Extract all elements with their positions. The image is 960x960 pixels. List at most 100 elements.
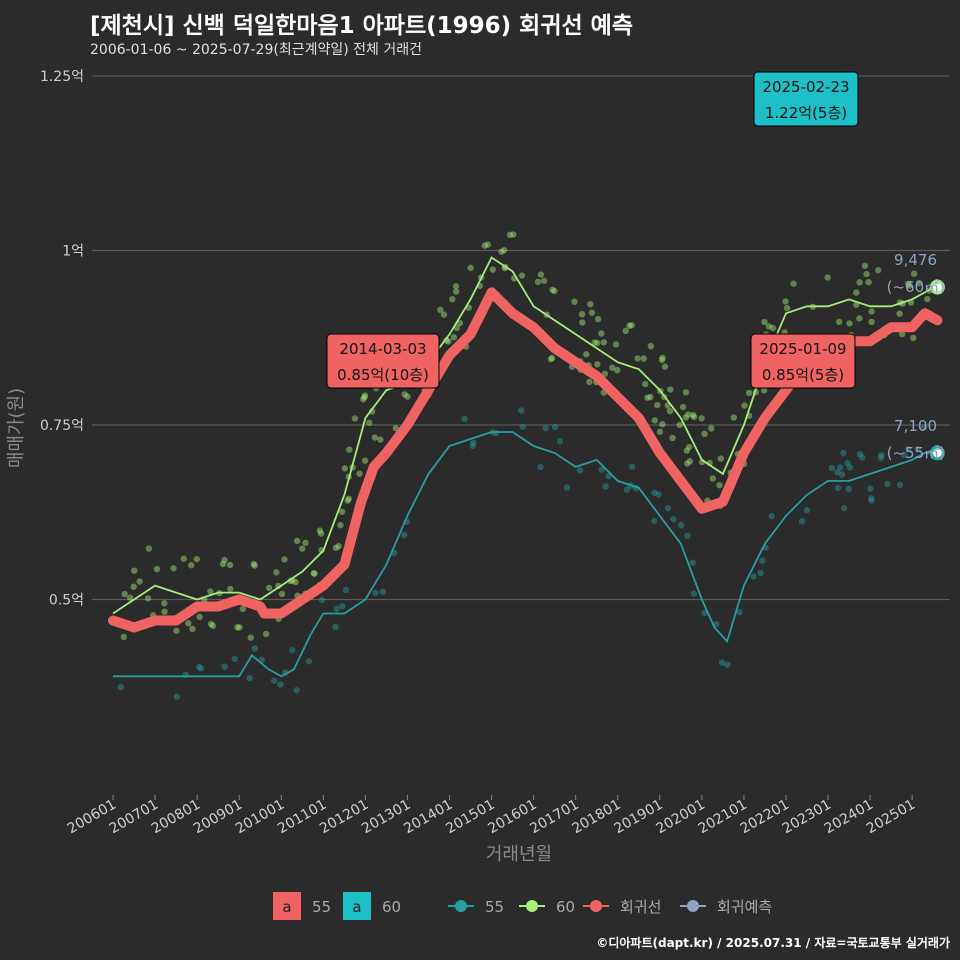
scatter-point-55 <box>173 693 181 700</box>
scatter-point-60 <box>540 277 548 285</box>
scatter-point-55 <box>117 683 124 691</box>
scatter-point-55 <box>759 557 766 564</box>
scatter-point-55 <box>878 452 885 459</box>
scatter-point-60 <box>219 560 227 568</box>
scatter-point-55 <box>231 655 238 663</box>
scatter-point-55 <box>828 464 836 472</box>
scatter-point-60 <box>656 428 664 435</box>
scatter-point-60 <box>669 434 676 442</box>
legend: a 55 a 60 55 60 회귀선 회귀예측 <box>273 892 772 920</box>
scatter-point-60 <box>896 310 903 317</box>
scatter-point-60 <box>868 318 875 326</box>
scatter-point-60 <box>226 561 234 569</box>
scatter-point-55 <box>576 466 584 474</box>
scatter-point-60 <box>185 620 192 627</box>
scatter-point-60 <box>193 555 201 563</box>
scatter-point-60 <box>661 363 669 370</box>
scatter-point-60 <box>361 393 368 401</box>
scatter-point-60 <box>765 323 773 330</box>
legend-label: 55 <box>485 898 504 916</box>
scatter-point-60 <box>861 262 869 270</box>
end-value-label: 7,100 <box>894 417 937 435</box>
end-labels: 9,476 (~60㎡) 7,100 (~55㎡) <box>887 251 945 462</box>
scatter-point-60 <box>730 414 737 421</box>
scatter-point-60 <box>153 565 161 573</box>
scatter-point-60 <box>682 414 690 421</box>
scatter-point-55 <box>837 464 844 471</box>
legend-key-dot <box>590 900 602 912</box>
scatter-point-60 <box>716 481 723 489</box>
scatter-point-60 <box>145 545 153 552</box>
scatter-point-55 <box>724 661 731 668</box>
scatter-point-60 <box>548 354 556 362</box>
scatter-point-55 <box>868 497 875 504</box>
scatter-point-60 <box>701 430 708 438</box>
scatter-point-60 <box>239 605 247 613</box>
scatter-point-60 <box>335 543 342 550</box>
scatter-point-60 <box>683 447 691 454</box>
scatter-point-60 <box>450 334 458 341</box>
scatter-point-55 <box>305 658 313 665</box>
scatter-point-60 <box>782 298 789 305</box>
scatter-point-60 <box>136 578 143 585</box>
scatter-point-60 <box>588 309 596 316</box>
scatter-point-55 <box>803 506 811 514</box>
scatter-point-60 <box>598 330 605 337</box>
scatter-point-60 <box>537 271 545 278</box>
scatter-point-60 <box>262 630 270 638</box>
scatter-point-55 <box>246 674 253 682</box>
y-tick-label: 0.5억 <box>49 593 84 609</box>
scatter-point-60 <box>247 634 254 641</box>
scatter-point-60 <box>846 320 853 327</box>
scatter-point-55 <box>461 415 468 423</box>
scatter-point-60 <box>144 595 152 602</box>
scatter-point-60 <box>489 266 496 273</box>
scatter-point-60 <box>188 562 195 569</box>
scatter-point-60 <box>360 396 367 403</box>
scatter-point-60 <box>344 497 352 504</box>
scatter-point-60 <box>644 394 651 401</box>
scatter-point-60 <box>332 544 340 552</box>
scatter-point-55 <box>270 677 278 684</box>
scatter-point-60 <box>717 455 725 462</box>
scatter-point-60 <box>293 537 301 545</box>
scatter-point-55 <box>602 483 609 490</box>
scatter-point-60 <box>273 569 280 576</box>
scatter-point-60 <box>586 378 593 386</box>
scatter-point-60 <box>865 278 872 286</box>
scatter-point-55 <box>840 504 848 512</box>
scatter-point-60 <box>310 569 317 577</box>
scatter-point-55 <box>339 603 346 610</box>
series-line-55 <box>113 431 938 678</box>
scatter-point-60 <box>761 318 768 326</box>
annotation-value: 1.22억(5층) <box>765 104 847 122</box>
scatter-point-55 <box>867 485 874 492</box>
scatter-point-60 <box>579 319 586 326</box>
legend-key-box <box>343 892 371 920</box>
scatter-point-60 <box>666 407 674 415</box>
scatter-point-60 <box>684 460 691 467</box>
scatter-point-60 <box>634 355 641 362</box>
scatter-point-60 <box>868 308 875 315</box>
scatter-point-60 <box>265 584 273 592</box>
scatter-point-60 <box>250 560 257 568</box>
scatter-point-60 <box>366 419 373 426</box>
scatter-point-55 <box>718 659 726 666</box>
scatter-point-55 <box>221 663 228 670</box>
scatter-point-60 <box>676 421 683 429</box>
series-line-60 <box>112 256 938 615</box>
annotation-box <box>750 333 856 389</box>
scatter-point-60 <box>121 590 128 598</box>
scatter-point-60 <box>835 318 843 326</box>
series-lines <box>108 256 943 678</box>
scatter-point-60 <box>760 387 768 394</box>
legend-label: 60 <box>382 898 401 916</box>
scatter-point-60 <box>356 470 363 477</box>
scatter-point-60 <box>594 361 601 368</box>
scatter-point-60 <box>898 330 906 338</box>
scatter-point-60 <box>361 392 369 399</box>
scatter-point-55 <box>372 589 379 597</box>
scatter-point-60 <box>510 231 517 238</box>
scatter-point-60 <box>622 327 629 335</box>
annotation-box <box>326 333 440 389</box>
